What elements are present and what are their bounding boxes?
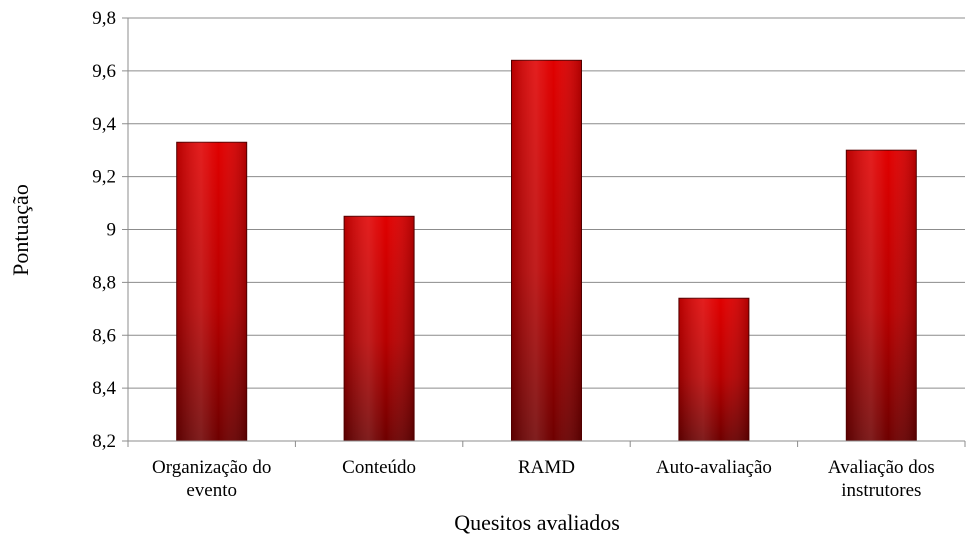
bar-shine [344,216,415,441]
y-tick-label: 8,4 [92,378,116,399]
bar [511,59,582,442]
x-tick-label: Auto-avaliação [656,457,772,478]
axes [127,18,966,447]
x-tick-label: Avaliação dos instrutores [828,457,935,501]
x-tick-label: RAMD [518,457,575,478]
x-tick-label-line: Auto-avaliação [656,457,772,478]
x-axis-title: Quesitos avaliados [454,510,620,535]
bar [176,141,248,442]
x-tick-label: Organização do evento [152,457,271,501]
bar [845,149,917,442]
x-tick-label: Conteúdo [342,457,416,478]
x-tick-label-line: Avaliação dos [828,457,935,478]
x-tick-label-line: Organização do [152,457,271,478]
x-tick-label-line: RAMD [518,457,575,478]
y-tick-label: 9,8 [92,8,116,29]
bar-shine [511,60,582,442]
y-tick-label: 9,4 [92,114,116,135]
x-tick-labels: Organização do evento Conteúdo RAMD Auto-ava… [152,457,935,501]
x-tick-label-line: Conteúdo [342,457,416,478]
y-tick-label: 9,6 [92,61,116,82]
bar-shine [846,150,917,441]
y-axis-title: Pontuação [8,184,33,276]
bar [678,297,750,442]
y-tick-labels: 8,2 8,4 8,6 8,8 9 9,2 9,4 9,6 9,8 [92,8,116,452]
bar-shine [678,298,749,441]
y-tick-label: 8,2 [92,431,116,452]
y-tick-label: 9,2 [92,167,116,188]
x-tick-label-line: instrutores [841,480,921,501]
y-tick-label: 9 [107,220,117,241]
x-tick-label-line: evento [186,480,237,501]
y-tick-label: 8,8 [92,272,116,293]
bar-shine [176,142,247,441]
bars [176,59,917,442]
y-tick-label: 8,6 [92,325,116,346]
bar [343,215,415,442]
